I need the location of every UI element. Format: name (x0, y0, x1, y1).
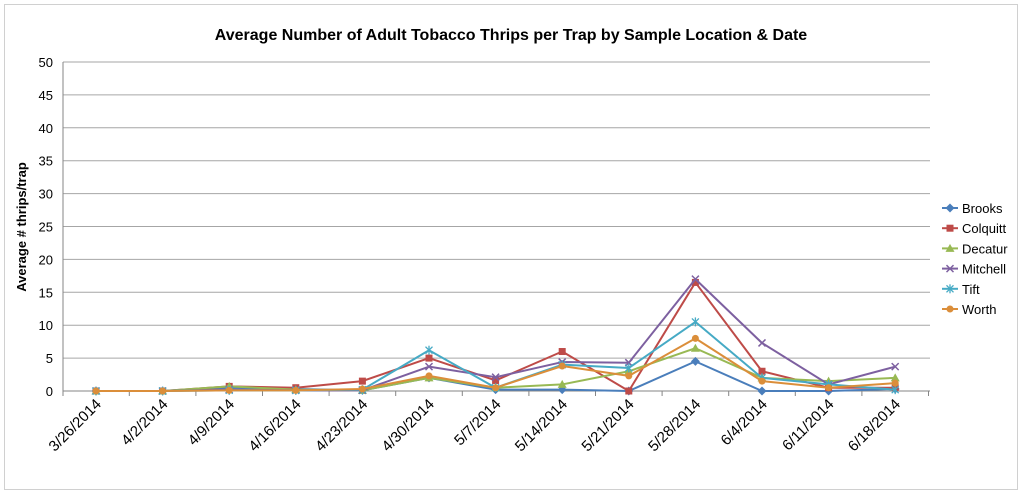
data-point-tift (891, 385, 900, 395)
data-point-worth (92, 387, 100, 395)
data-point-worth (625, 372, 633, 380)
legend-marker (945, 243, 955, 252)
data-point-worth (891, 379, 899, 387)
legend: Brooks Colquitt Decatur Mitchell Tift Worth (942, 201, 1008, 317)
x-tick-label: 4/30/2014 (379, 396, 438, 455)
legend-label: Mitchell (962, 262, 1006, 277)
chart-title: Average Number of Adult Tobacco Thrips p… (215, 27, 808, 44)
series-lines (91, 275, 900, 396)
marker-stroke (945, 264, 955, 273)
data-point-decatur (890, 373, 900, 382)
data-point-worth (225, 386, 233, 394)
data-point-tift (624, 363, 633, 373)
marker-stroke (491, 373, 500, 382)
legend-label: Colquitt (962, 221, 1006, 236)
data-point-decatur (690, 343, 700, 352)
data-point-worth (758, 377, 766, 385)
marker-stroke (891, 362, 900, 371)
legend-label: Brooks (962, 201, 1003, 216)
legend-item-brooks: Brooks (942, 201, 1003, 216)
y-axis-label: Average # thrips/trap (14, 162, 29, 292)
data-point-worth (425, 372, 433, 380)
marker-stroke (691, 275, 700, 284)
x-tick-label: 6/11/2014 (779, 396, 837, 454)
data-point-colquitt (625, 387, 633, 395)
data-point-mitchell (757, 338, 767, 347)
y-tick-label: 10 (39, 318, 53, 333)
legend-label: Decatur (962, 241, 1008, 256)
x-tick-label: 4/16/2014 (245, 396, 304, 455)
data-point-mitchell (424, 362, 434, 371)
series-worth (92, 334, 899, 395)
legend-item-worth: Worth (942, 302, 996, 317)
data-point-worth (292, 386, 300, 394)
x-tick-label: 3/26/2014 (46, 396, 105, 455)
data-point-mitchell (491, 373, 500, 382)
y-tick-label: 15 (39, 285, 53, 300)
chart-frame (4, 4, 1018, 490)
y-tick-label: 30 (39, 187, 53, 202)
x-tick-label: 5/21/2014 (578, 396, 637, 455)
x-tick-label: 6/4/2014 (718, 396, 771, 449)
data-point-colquitt (691, 278, 699, 286)
x-tick-label: 4/23/2014 (312, 396, 371, 455)
x-tick-label: 6/18/2014 (845, 396, 904, 455)
legend-item-decatur: Decatur (942, 241, 1008, 256)
data-point-tift (425, 345, 433, 355)
data-point-worth (691, 334, 699, 342)
data-point-colquitt (758, 367, 766, 375)
data-point-colquitt (492, 376, 500, 384)
series-mitchell (91, 275, 900, 396)
data-point-worth (825, 384, 833, 392)
legend-marker (946, 305, 954, 313)
data-point-worth (159, 387, 167, 395)
x-tick-labels: 3/26/2014 4/2/2014 4/9/2014 4/16/2014 4/23/2… (46, 396, 904, 455)
y-tick-label: 45 (39, 88, 53, 103)
legend-marker (945, 203, 955, 213)
marker-stroke (757, 338, 767, 347)
legend-item-mitchell: Mitchell (942, 262, 1006, 277)
data-point-worth (558, 362, 566, 370)
data-point-brooks (690, 356, 700, 366)
gridlines (63, 61, 930, 359)
y-tick-label: 25 (39, 220, 53, 235)
data-point-worth (358, 385, 366, 393)
series-tift (92, 317, 900, 396)
legend-marker (946, 224, 954, 232)
y-tick-label: 0 (46, 384, 53, 399)
legend-label: Tift (962, 282, 980, 297)
data-point-mitchell (891, 362, 900, 371)
x-tick-label: 4/2/2014 (118, 396, 171, 449)
y-tick-label: 40 (39, 121, 53, 136)
data-point-colquitt (558, 348, 566, 356)
marker-stroke (424, 362, 434, 371)
legend-item-tift: Tift (942, 282, 980, 297)
x-tick-label: 5/28/2014 (645, 396, 704, 455)
legend-marker (945, 264, 955, 273)
x-tick-label: 4/9/2014 (185, 396, 238, 449)
legend-marker (946, 284, 954, 294)
series-line-colquitt (96, 281, 896, 392)
data-point-decatur (557, 379, 567, 388)
y-tick-label: 35 (39, 154, 53, 169)
data-point-colquitt (425, 354, 433, 362)
y-tick-label: 5 (46, 351, 53, 366)
y-tick-labels: 0 5 10 15 20 25 30 35 40 45 50 (39, 55, 53, 399)
data-point-brooks (757, 386, 767, 396)
data-point-mitchell (691, 275, 700, 284)
y-tick-label: 50 (39, 55, 53, 70)
data-point-tift (691, 317, 700, 327)
data-point-worth (492, 384, 500, 392)
x-tick-label: 5/7/2014 (451, 396, 504, 449)
y-tick-label: 20 (39, 252, 53, 267)
data-point-colquitt (358, 377, 366, 385)
axes (62, 62, 930, 396)
x-tick-label: 5/14/2014 (512, 396, 571, 455)
legend-item-colquitt: Colquitt (942, 221, 1006, 236)
legend-label: Worth (962, 302, 996, 317)
